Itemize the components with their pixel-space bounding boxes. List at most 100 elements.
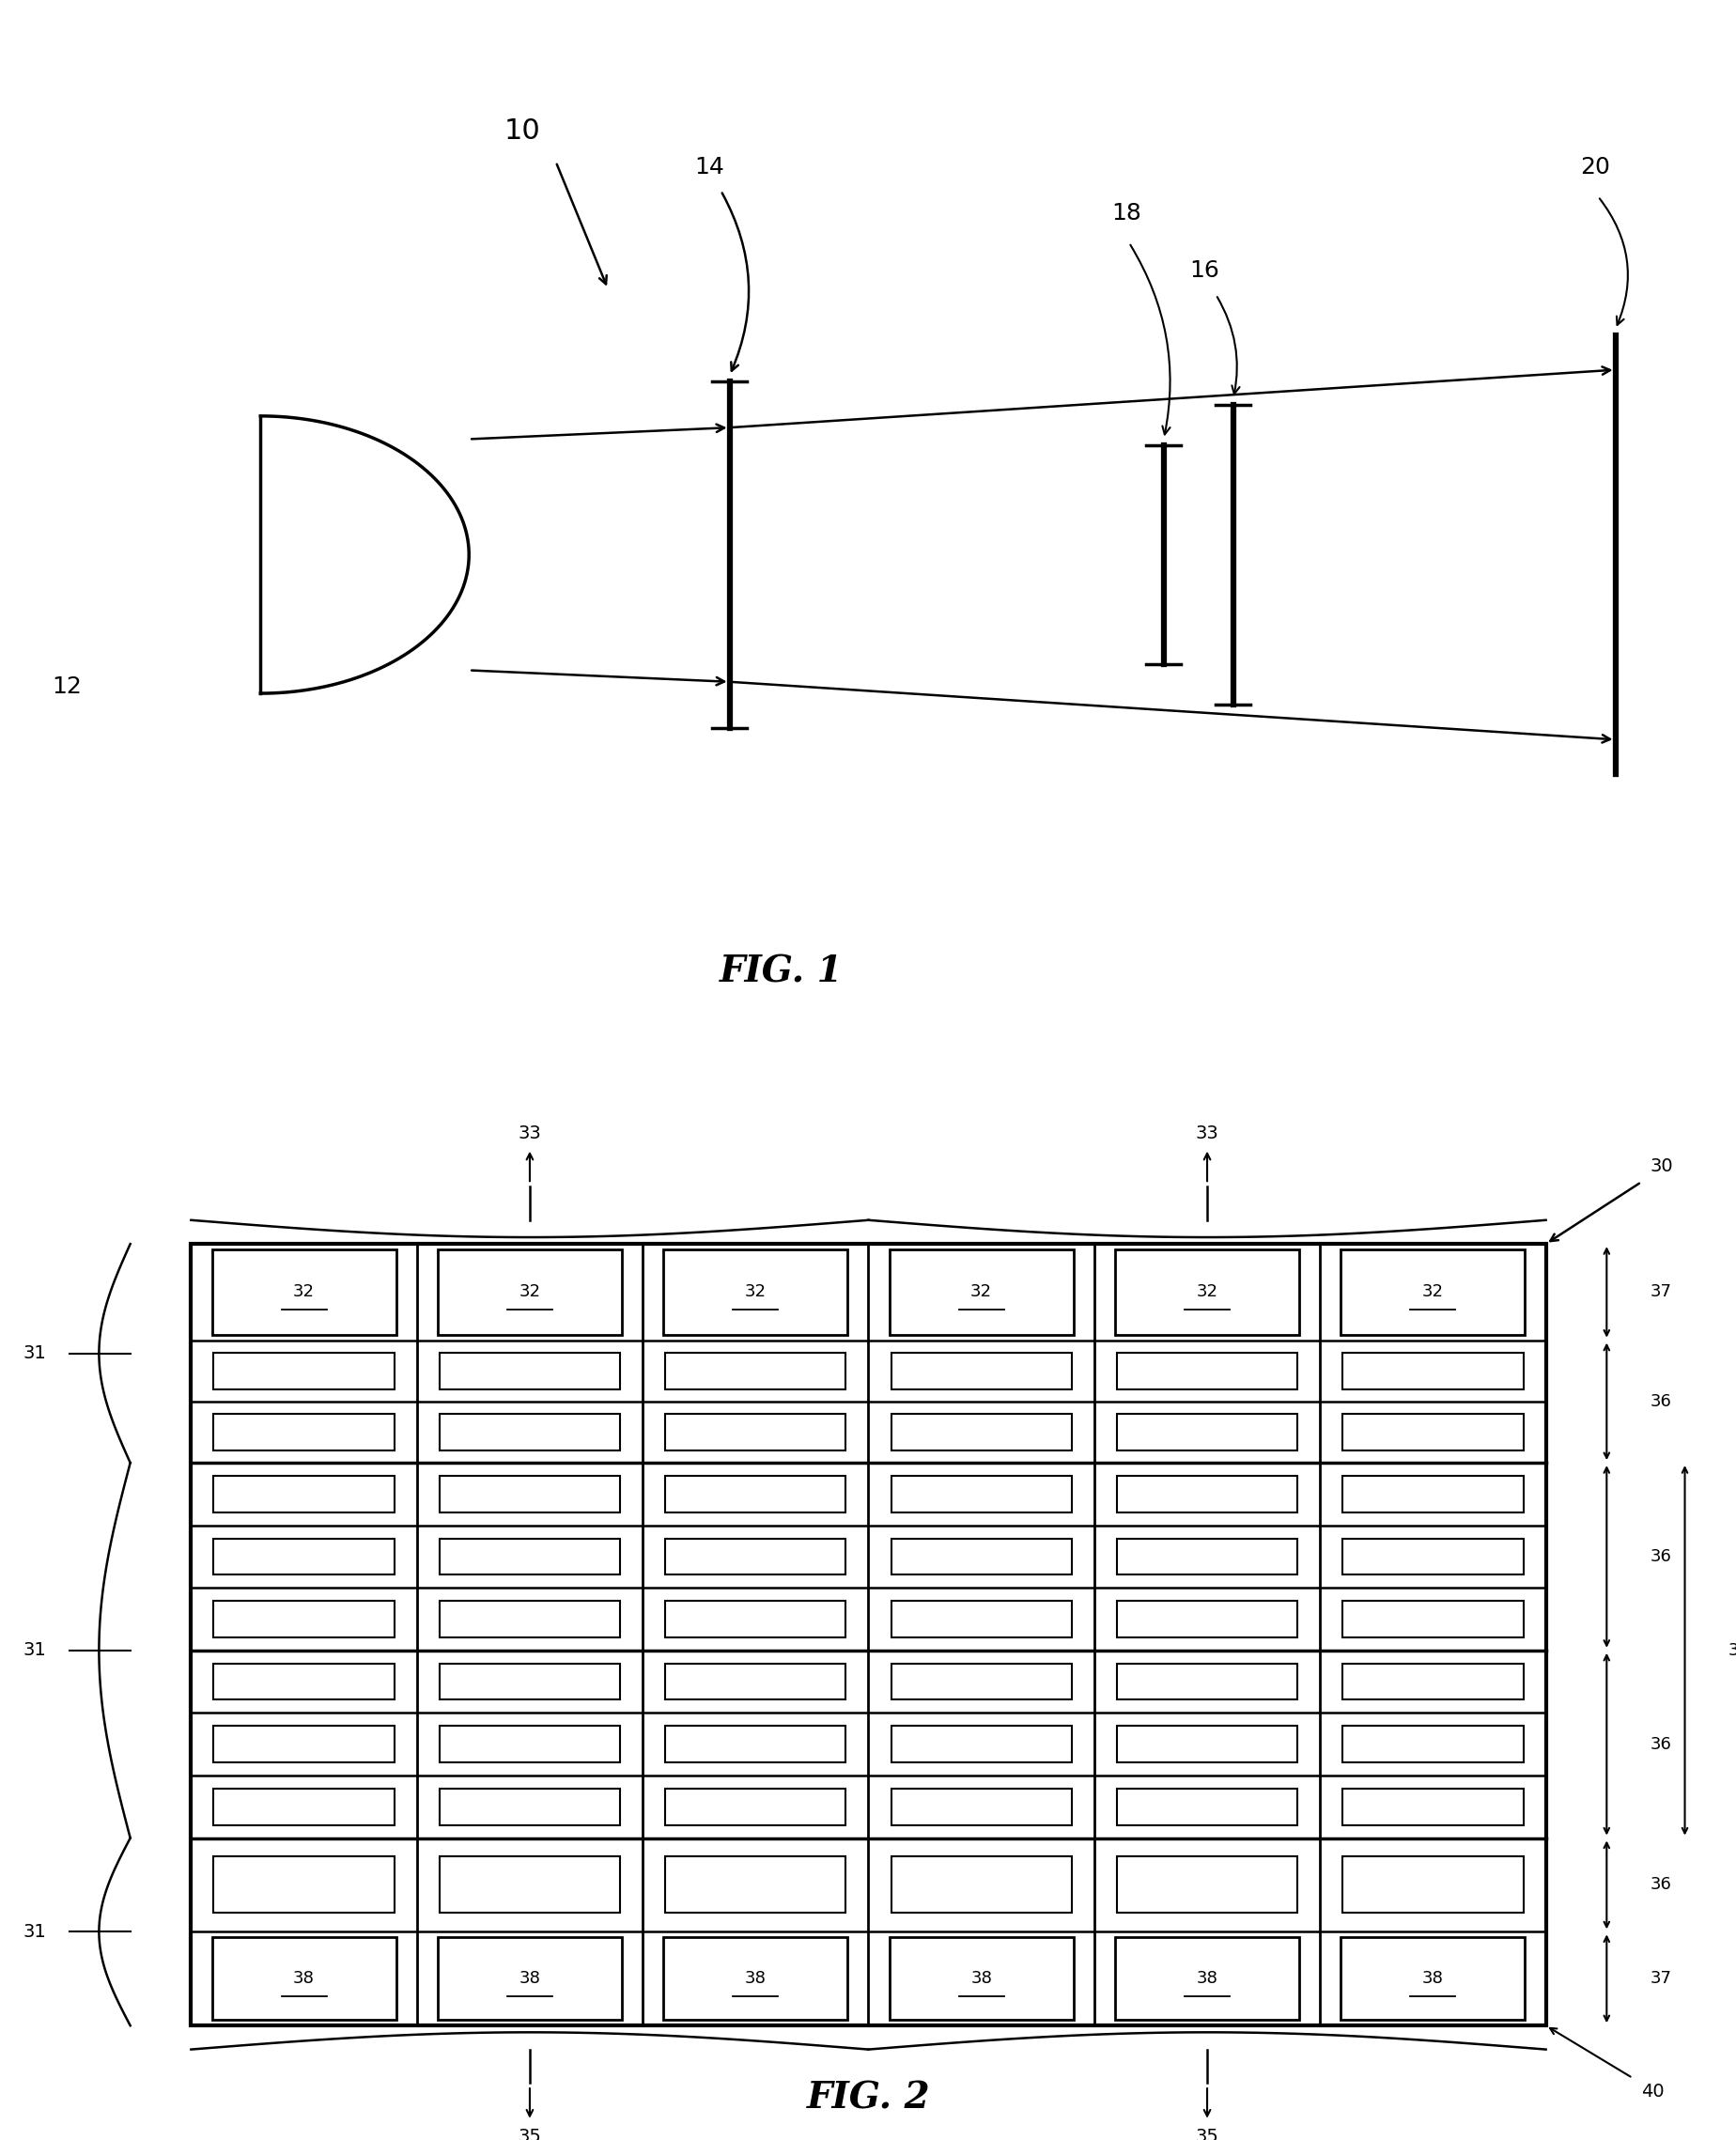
Bar: [665, 1477, 845, 1513]
Text: 37: 37: [1649, 1971, 1670, 1988]
Text: 35: 35: [517, 2127, 542, 2140]
Text: 31: 31: [23, 1924, 47, 1941]
Bar: [439, 1352, 620, 1389]
Bar: [1340, 1250, 1524, 1335]
Bar: [891, 1663, 1071, 1699]
Bar: [1340, 1937, 1524, 2020]
Text: 38: 38: [1196, 1971, 1217, 1988]
Bar: [214, 1477, 394, 1513]
Bar: [891, 1789, 1071, 1825]
Bar: [1116, 1789, 1297, 1825]
Text: 32: 32: [519, 1284, 540, 1301]
Bar: [889, 1250, 1073, 1335]
Bar: [665, 1789, 845, 1825]
Text: 36: 36: [1649, 1547, 1670, 1564]
Bar: [1342, 1352, 1522, 1389]
Bar: [439, 1601, 620, 1637]
Bar: [214, 1663, 394, 1699]
Bar: [891, 1601, 1071, 1637]
Bar: [212, 1937, 396, 2020]
Bar: [891, 1352, 1071, 1389]
Text: 32: 32: [293, 1284, 314, 1301]
Text: 35: 35: [1194, 2127, 1219, 2140]
Bar: [1116, 1415, 1297, 1451]
Bar: [663, 1250, 847, 1335]
Bar: [665, 1663, 845, 1699]
Bar: [1116, 1858, 1297, 1913]
Text: 20: 20: [1580, 156, 1609, 178]
Bar: [439, 1539, 620, 1575]
Bar: [212, 1250, 396, 1335]
Text: 32: 32: [1196, 1284, 1217, 1301]
Bar: [1115, 1250, 1299, 1335]
Text: 36: 36: [1649, 1393, 1670, 1410]
Text: 38: 38: [1422, 1971, 1443, 1988]
Text: 12: 12: [52, 676, 82, 698]
Text: 31: 31: [23, 1344, 47, 1363]
Bar: [1342, 1415, 1522, 1451]
Bar: [1116, 1727, 1297, 1763]
Text: 33: 33: [517, 1124, 542, 1143]
Bar: [891, 1415, 1071, 1451]
Bar: [1342, 1789, 1522, 1825]
Text: 34: 34: [1727, 1641, 1736, 1658]
Bar: [665, 1352, 845, 1389]
Bar: [1116, 1663, 1297, 1699]
Bar: [214, 1789, 394, 1825]
Bar: [889, 1937, 1073, 2020]
Bar: [891, 1477, 1071, 1513]
Bar: [891, 1858, 1071, 1913]
Text: 31: 31: [23, 1641, 47, 1658]
Bar: [665, 1601, 845, 1637]
Bar: [214, 1601, 394, 1637]
Bar: [663, 1937, 847, 2020]
Text: 38: 38: [519, 1971, 540, 1988]
Bar: [1342, 1477, 1522, 1513]
Text: 18: 18: [1111, 201, 1141, 225]
Text: FIG. 1: FIG. 1: [719, 954, 844, 991]
Text: 38: 38: [293, 1971, 314, 1988]
Bar: [439, 1727, 620, 1763]
Bar: [1116, 1477, 1297, 1513]
Text: 14: 14: [694, 156, 724, 178]
Bar: [439, 1858, 620, 1913]
Bar: [214, 1415, 394, 1451]
Text: 32: 32: [745, 1284, 766, 1301]
Text: 32: 32: [1422, 1284, 1443, 1301]
Bar: [214, 1539, 394, 1575]
Bar: [665, 1727, 845, 1763]
Bar: [891, 1727, 1071, 1763]
Bar: [665, 1539, 845, 1575]
Bar: [439, 1477, 620, 1513]
Bar: [665, 1415, 845, 1451]
Text: 37: 37: [1649, 1284, 1670, 1301]
Bar: [1116, 1539, 1297, 1575]
Bar: [214, 1352, 394, 1389]
Text: 36: 36: [1649, 1877, 1670, 1894]
Text: 38: 38: [745, 1971, 766, 1988]
Text: 33: 33: [1194, 1124, 1219, 1143]
Text: 40: 40: [1641, 2082, 1663, 2101]
Text: 16: 16: [1189, 259, 1219, 282]
Text: 32: 32: [970, 1284, 991, 1301]
Bar: [1116, 1601, 1297, 1637]
Bar: [1116, 1352, 1297, 1389]
Bar: [437, 1937, 621, 2020]
Bar: [1342, 1663, 1522, 1699]
Bar: [665, 1858, 845, 1913]
Text: FIG. 2: FIG. 2: [806, 2080, 930, 2116]
Bar: [439, 1789, 620, 1825]
Bar: [1115, 1937, 1299, 2020]
Bar: [214, 1727, 394, 1763]
Text: 36: 36: [1649, 1736, 1670, 1753]
Text: 10: 10: [503, 118, 540, 143]
Bar: [1342, 1727, 1522, 1763]
Bar: [1342, 1601, 1522, 1637]
Bar: [191, 1243, 1545, 2027]
Bar: [891, 1539, 1071, 1575]
Bar: [1342, 1858, 1522, 1913]
Text: 38: 38: [970, 1971, 991, 1988]
Bar: [439, 1415, 620, 1451]
Bar: [437, 1250, 621, 1335]
Text: 30: 30: [1649, 1158, 1672, 1175]
